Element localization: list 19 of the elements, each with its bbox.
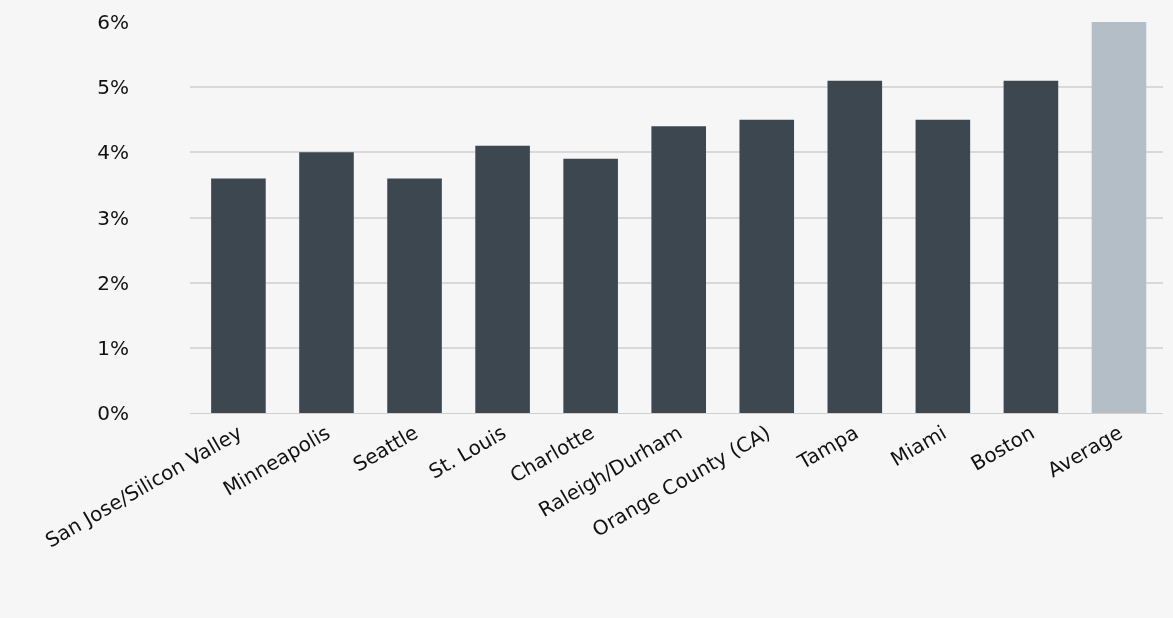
bar bbox=[651, 126, 706, 413]
y-tick-label: 0% bbox=[97, 401, 129, 425]
y-tick-label: 6% bbox=[97, 10, 129, 34]
bar bbox=[299, 152, 354, 413]
y-tick-label: 4% bbox=[97, 140, 129, 165]
bar bbox=[739, 119, 795, 413]
bar bbox=[387, 178, 442, 413]
bar bbox=[475, 145, 530, 413]
bar bbox=[211, 178, 266, 413]
y-tick-label: 2% bbox=[97, 270, 129, 295]
bar bbox=[827, 80, 883, 413]
bar bbox=[915, 119, 971, 413]
bar bbox=[1003, 80, 1059, 413]
y-tick-label: 5% bbox=[97, 75, 129, 100]
bar bbox=[563, 158, 618, 413]
y-tick-label: 1% bbox=[97, 335, 129, 360]
bar bbox=[1091, 22, 1147, 413]
y-tick-label: 3% bbox=[97, 205, 129, 230]
x-tick-label: St. Louis bbox=[424, 420, 511, 484]
